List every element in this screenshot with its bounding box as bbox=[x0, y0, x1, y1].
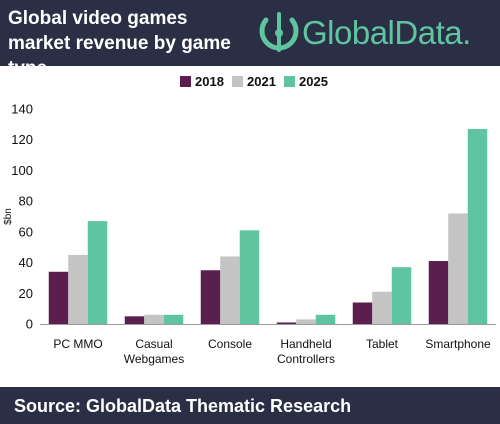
y-tick-label: 0 bbox=[26, 317, 33, 332]
globaldata-logo: GlobalData. bbox=[258, 10, 494, 56]
x-tick-label: PC MMO bbox=[53, 337, 102, 351]
legend-swatch bbox=[180, 76, 191, 87]
y-tick-label: 60 bbox=[19, 224, 33, 239]
bar-2018 bbox=[48, 271, 69, 324]
globaldata-logo-mark-icon bbox=[259, 12, 299, 52]
x-tick-label: Controllers bbox=[277, 352, 335, 366]
legend-label: 2018 bbox=[195, 74, 224, 89]
bar-2025 bbox=[163, 314, 184, 324]
bar-2021 bbox=[296, 319, 316, 324]
chart-header: Global video games market revenue by gam… bbox=[0, 0, 500, 79]
x-tick-label: Smartphone bbox=[425, 337, 491, 351]
bar-2018 bbox=[276, 322, 297, 324]
bar-2018 bbox=[200, 270, 221, 324]
globaldata-logo-text: GlobalData. bbox=[302, 14, 471, 51]
bar-2021 bbox=[144, 314, 164, 324]
source-note: Source: GlobalData Thematic Research bbox=[14, 396, 352, 416]
bar-2025 bbox=[467, 128, 488, 324]
bar-2021 bbox=[68, 254, 88, 324]
bar-2021 bbox=[220, 256, 240, 324]
y-tick-label: 40 bbox=[19, 255, 33, 270]
bar-2018 bbox=[124, 316, 145, 324]
bar-2021 bbox=[448, 213, 468, 324]
bar-2021 bbox=[372, 291, 392, 324]
x-tick-label: Webgames bbox=[124, 352, 184, 366]
legend-label: 2025 bbox=[299, 74, 328, 89]
y-tick-label: 120 bbox=[11, 132, 33, 147]
bar-2018 bbox=[428, 261, 449, 324]
chart-title: Global video games market revenue by gam… bbox=[8, 8, 231, 79]
y-axis-label: $bn bbox=[3, 208, 14, 225]
legend-swatch bbox=[232, 76, 243, 87]
bar-chart: 2018 2021 2025 $bn 0 20 40 60 80 100 120 140 PC MMO C… bbox=[3, 74, 496, 366]
bar-2025 bbox=[87, 221, 108, 324]
bar-2018 bbox=[352, 302, 373, 324]
bar-2025 bbox=[315, 314, 336, 324]
x-tick-label: Tablet bbox=[366, 337, 399, 351]
y-tick-label: 100 bbox=[11, 163, 33, 178]
y-tick-label: 20 bbox=[19, 286, 33, 301]
y-tick-label: 80 bbox=[19, 194, 33, 209]
y-tick-label: 140 bbox=[11, 102, 33, 117]
legend-label: 2021 bbox=[247, 74, 276, 89]
x-tick-label: Handheld bbox=[280, 337, 331, 351]
bar-2025 bbox=[239, 230, 260, 324]
bar-2025 bbox=[391, 267, 412, 324]
legend-swatch bbox=[284, 76, 295, 87]
chart-footer: Source: GlobalData Thematic Research bbox=[0, 387, 500, 424]
x-tick-label: Console bbox=[208, 337, 252, 351]
x-tick-label: Casual bbox=[135, 337, 172, 351]
